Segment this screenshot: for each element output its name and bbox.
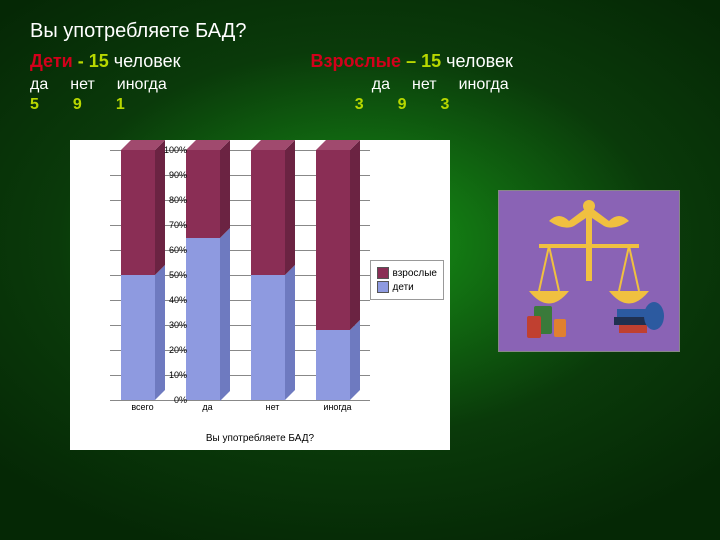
x-tick-label: всего xyxy=(121,402,165,412)
group-label: Взрослые xyxy=(311,51,402,71)
plot-area xyxy=(110,150,370,400)
caduceus-icon xyxy=(499,191,679,351)
bar-group xyxy=(316,150,360,400)
group-adults: Взрослые – 15 человек xyxy=(311,51,513,72)
x-tick-label: нет xyxy=(251,402,295,412)
y-tick-label: 50% xyxy=(152,270,187,280)
val-children-no: 9 xyxy=(73,96,82,114)
y-tick-label: 30% xyxy=(152,320,187,330)
col-yes: да xyxy=(30,76,48,94)
y-tick-label: 90% xyxy=(152,170,187,180)
col-yes: да xyxy=(372,76,390,94)
page-title: Вы употребляете БАД? xyxy=(30,20,690,43)
groups-row: Дети - 15 человек Взрослые – 15 человек xyxy=(30,51,690,72)
x-tick-label: иногда xyxy=(316,402,360,412)
legend-item: взрослые xyxy=(377,267,438,279)
group-label: Дети xyxy=(30,51,73,71)
bar-group xyxy=(251,150,295,400)
bar-group xyxy=(186,150,230,400)
group-count: – 15 xyxy=(406,51,441,71)
chart-legend: взрослые дети xyxy=(370,260,445,300)
values-row: 5 9 1 3 9 3 xyxy=(30,96,690,114)
y-tick-label: 60% xyxy=(152,245,187,255)
bars-container xyxy=(110,150,370,400)
val-adults-sometimes: 3 xyxy=(441,96,450,114)
group-children: Дети - 15 человек xyxy=(30,51,181,72)
bar-chart: взрослыедети Вы употребляете БАД? 0%10%2… xyxy=(70,140,450,450)
col-no: нет xyxy=(70,76,95,94)
group-count: - 15 xyxy=(78,51,109,71)
col-no: нет xyxy=(412,76,437,94)
val-children-yes: 5 xyxy=(30,96,39,114)
x-tick-label: да xyxy=(186,402,230,412)
val-adults-yes: 3 xyxy=(355,96,364,114)
y-tick-label: 10% xyxy=(152,370,187,380)
y-tick-label: 20% xyxy=(152,345,187,355)
columns-row: да нет иногда да нет иногда xyxy=(30,76,690,94)
val-children-sometimes: 1 xyxy=(116,96,125,114)
group-unit: человек xyxy=(446,51,513,71)
legend-item: дети xyxy=(377,281,438,293)
group-unit: человек xyxy=(114,51,181,71)
col-sometimes: иногда xyxy=(117,76,167,94)
y-tick-label: 40% xyxy=(152,295,187,305)
y-tick-label: 70% xyxy=(152,220,187,230)
val-adults-no: 9 xyxy=(398,96,407,114)
medicine-illustration xyxy=(498,190,680,352)
col-sometimes: иногда xyxy=(459,76,509,94)
y-tick-label: 100% xyxy=(152,145,187,155)
chart-title: Вы употребляете БАД? xyxy=(70,433,450,444)
y-tick-label: 80% xyxy=(152,195,187,205)
